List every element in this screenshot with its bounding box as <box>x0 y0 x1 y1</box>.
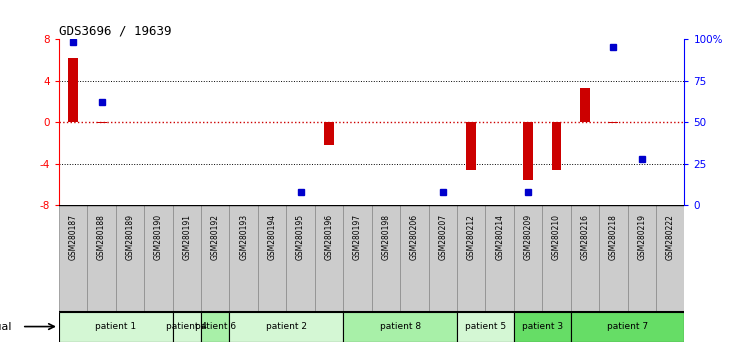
Text: GSM280190: GSM280190 <box>154 214 163 260</box>
Bar <box>609 122 618 123</box>
Text: patient 7: patient 7 <box>607 322 648 331</box>
Text: GSM280197: GSM280197 <box>353 214 362 260</box>
Bar <box>514 312 570 342</box>
Text: patient 4: patient 4 <box>166 322 208 331</box>
Text: patient 2: patient 2 <box>266 322 307 331</box>
Bar <box>457 205 486 312</box>
Text: GSM280219: GSM280219 <box>637 214 646 260</box>
Text: GSM280218: GSM280218 <box>609 214 618 260</box>
Text: GSM280216: GSM280216 <box>581 214 590 260</box>
Bar <box>343 205 372 312</box>
Bar <box>68 58 78 122</box>
Bar <box>580 88 590 122</box>
Bar <box>514 205 542 312</box>
Text: GSM280187: GSM280187 <box>68 214 77 260</box>
Bar <box>324 122 334 145</box>
Text: patient 5: patient 5 <box>465 322 506 331</box>
Text: patient 1: patient 1 <box>95 322 136 331</box>
Bar <box>542 205 570 312</box>
Bar <box>230 205 258 312</box>
Text: GSM280194: GSM280194 <box>268 214 277 260</box>
Bar <box>343 312 457 342</box>
Text: GSM280209: GSM280209 <box>523 214 533 260</box>
Bar <box>628 205 656 312</box>
Bar <box>144 205 173 312</box>
Bar <box>88 205 116 312</box>
Text: GSM280188: GSM280188 <box>97 214 106 260</box>
Text: GSM280214: GSM280214 <box>495 214 504 260</box>
Text: GSM280198: GSM280198 <box>381 214 390 260</box>
Text: patient 6: patient 6 <box>195 322 236 331</box>
Text: GDS3696 / 19639: GDS3696 / 19639 <box>59 25 171 38</box>
Bar <box>201 205 230 312</box>
Text: patient 8: patient 8 <box>380 322 421 331</box>
Bar <box>656 205 684 312</box>
Bar <box>599 205 628 312</box>
Text: GSM280193: GSM280193 <box>239 214 248 260</box>
Bar <box>400 205 428 312</box>
Bar <box>570 312 684 342</box>
Text: GSM280189: GSM280189 <box>125 214 135 260</box>
Text: GSM280192: GSM280192 <box>210 214 220 260</box>
Bar <box>201 312 230 342</box>
Bar <box>457 312 514 342</box>
Bar <box>428 205 457 312</box>
Bar <box>286 205 315 312</box>
Bar <box>59 312 173 342</box>
Text: GSM280210: GSM280210 <box>552 214 561 260</box>
Bar <box>315 205 343 312</box>
Bar <box>466 122 476 170</box>
Bar <box>96 122 107 123</box>
Bar <box>173 312 201 342</box>
Bar <box>173 205 201 312</box>
Bar <box>372 205 400 312</box>
Bar <box>570 205 599 312</box>
Bar <box>523 122 533 181</box>
Bar <box>116 205 144 312</box>
Bar <box>551 122 562 170</box>
Text: GSM280212: GSM280212 <box>467 214 475 260</box>
Text: GSM280222: GSM280222 <box>666 214 675 260</box>
Text: GSM280206: GSM280206 <box>410 214 419 260</box>
Text: individual: individual <box>0 321 11 332</box>
Text: GSM280191: GSM280191 <box>183 214 191 260</box>
Bar <box>59 205 88 312</box>
Text: GSM280207: GSM280207 <box>438 214 447 260</box>
Bar <box>486 205 514 312</box>
Bar <box>230 312 343 342</box>
Bar <box>258 205 286 312</box>
Text: GSM280195: GSM280195 <box>296 214 305 260</box>
Text: patient 3: patient 3 <box>522 322 563 331</box>
Text: GSM280196: GSM280196 <box>325 214 333 260</box>
